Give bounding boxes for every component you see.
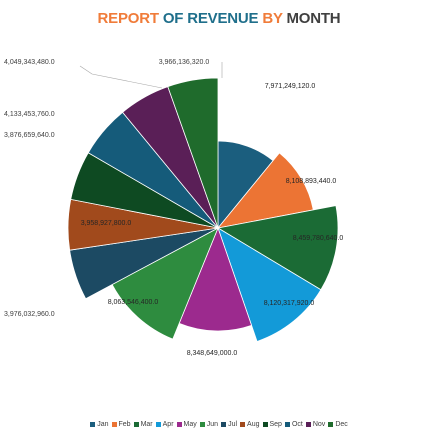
legend-swatch bbox=[133, 422, 139, 427]
legend-item-jul: Jul bbox=[221, 421, 237, 428]
legend-label: Jul bbox=[228, 421, 238, 428]
pie-slice-dec bbox=[167, 77, 219, 229]
legend-swatch bbox=[262, 422, 268, 427]
title-part: BY bbox=[262, 10, 287, 27]
data-label-mar: 8,459,780,640.0 bbox=[293, 235, 344, 242]
leader-line bbox=[79, 65, 163, 89]
legend-label: Sep bbox=[269, 421, 282, 428]
legend-label: Jun bbox=[206, 421, 219, 428]
chart-legend: Jan Feb Mar Apr May Jun Jul Aug Sep Oct Nov Dec bbox=[0, 421, 438, 428]
legend-label: Nov bbox=[312, 421, 326, 428]
pie-slice-apr bbox=[217, 227, 322, 342]
legend-item-apr: Apr bbox=[155, 421, 174, 428]
legend-item-jan: Jan bbox=[90, 421, 109, 428]
legend-swatch bbox=[199, 422, 205, 427]
data-label-jan: 7,971,249,120.0 bbox=[265, 83, 316, 90]
legend-item-oct: Oct bbox=[284, 421, 303, 428]
title-part: MONTH bbox=[286, 10, 341, 27]
legend-item-feb: Feb bbox=[111, 421, 131, 428]
data-label-oct: 4,133,453,760.0 bbox=[4, 111, 55, 118]
legend-label: Mar bbox=[140, 421, 153, 428]
data-label-jun: 8,063,546,400.0 bbox=[108, 299, 159, 306]
pie-slice-may bbox=[178, 226, 253, 332]
title-part: REPORT bbox=[97, 10, 163, 27]
legend-label: Feb bbox=[118, 421, 131, 428]
legend-swatch bbox=[305, 422, 311, 427]
legend-swatch bbox=[111, 422, 117, 427]
pie-slice-jun bbox=[111, 227, 219, 340]
legend-label: Oct bbox=[291, 421, 303, 428]
data-label-may: 8,348,649,000.0 bbox=[187, 350, 238, 357]
legend-item-may: May bbox=[176, 421, 197, 428]
legend-item-mar: Mar bbox=[133, 421, 153, 428]
title-part: OF REVENUE bbox=[162, 10, 263, 27]
data-label-nov: 4,049,343,480.0 bbox=[4, 59, 55, 66]
pie-slice-mar bbox=[216, 205, 339, 291]
legend-swatch bbox=[284, 422, 290, 427]
legend-label: May bbox=[183, 421, 197, 428]
legend-item-dec: Dec bbox=[328, 421, 348, 428]
legend-label: Jan bbox=[97, 421, 109, 428]
chart-title: REPORT OF REVENUE BY MONTH bbox=[0, 10, 438, 27]
legend-label: Dec bbox=[335, 421, 348, 428]
legend-item-nov: Nov bbox=[305, 421, 326, 428]
legend-swatch bbox=[240, 422, 246, 427]
data-label-aug: 3,958,927,800.0 bbox=[81, 220, 132, 227]
legend-swatch bbox=[328, 422, 334, 427]
legend-label: Aug bbox=[247, 421, 260, 428]
data-label-sep: 3,876,659,640.0 bbox=[4, 132, 55, 139]
data-label-jul: 3,976,032,960.0 bbox=[4, 311, 55, 318]
data-label-dec: 3,966,136,320.0 bbox=[159, 59, 210, 66]
pie-slice-feb bbox=[216, 152, 314, 229]
legend-swatch bbox=[155, 422, 161, 427]
legend-swatch bbox=[221, 422, 227, 427]
legend-swatch bbox=[90, 422, 96, 427]
data-label-apr: 8,120,317,920.0 bbox=[264, 300, 315, 307]
data-label-feb: 8,108,893,440.0 bbox=[286, 178, 337, 185]
legend-item-aug: Aug bbox=[240, 421, 260, 428]
legend-item-sep: Sep bbox=[262, 421, 282, 428]
legend-item-jun: Jun bbox=[199, 421, 219, 428]
legend-swatch bbox=[176, 422, 182, 427]
legend-label: Apr bbox=[162, 421, 174, 428]
